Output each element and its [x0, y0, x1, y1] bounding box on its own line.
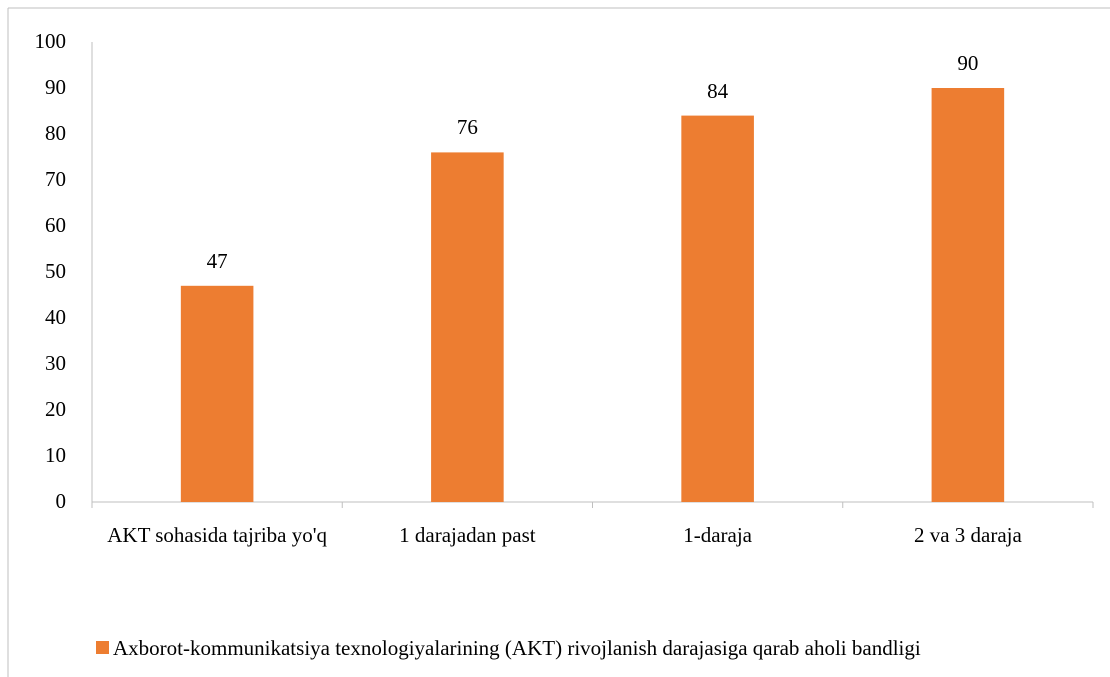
y-tick-label: 90 — [45, 75, 66, 99]
legend-label: Axborot-kommunikatsiya texnologiyalarini… — [113, 636, 921, 660]
legend: Axborot-kommunikatsiya texnologiyalarini… — [96, 634, 1076, 662]
x-tick-label: 1 darajadan past — [399, 523, 536, 547]
data-label: 90 — [957, 51, 979, 75]
bar — [681, 115, 754, 502]
y-tick-label: 30 — [45, 351, 66, 375]
legend-swatch — [96, 641, 109, 654]
data-label: 84 — [707, 78, 729, 103]
y-tick-label: 70 — [45, 167, 66, 191]
bar — [431, 152, 504, 502]
y-tick-label: 100 — [34, 29, 67, 53]
y-tick-label: 80 — [45, 121, 66, 145]
y-tick-label: 50 — [45, 259, 66, 283]
bar — [931, 88, 1005, 502]
x-tick-label: 2 va 3 daraja — [913, 523, 1022, 547]
x-tick-label: AKT sohasida tajriba yo'q — [107, 523, 328, 547]
y-tick-label: 10 — [45, 443, 66, 467]
x-tick-label: 1-daraja — [683, 523, 753, 547]
data-label: 47 — [206, 248, 228, 273]
bar — [180, 285, 254, 502]
data-label: 76 — [456, 115, 478, 140]
y-tick-label: 0 — [55, 489, 67, 513]
y-tick-label: 20 — [45, 397, 66, 421]
y-tick-label: 40 — [45, 305, 66, 329]
y-tick-label: 60 — [45, 213, 66, 237]
